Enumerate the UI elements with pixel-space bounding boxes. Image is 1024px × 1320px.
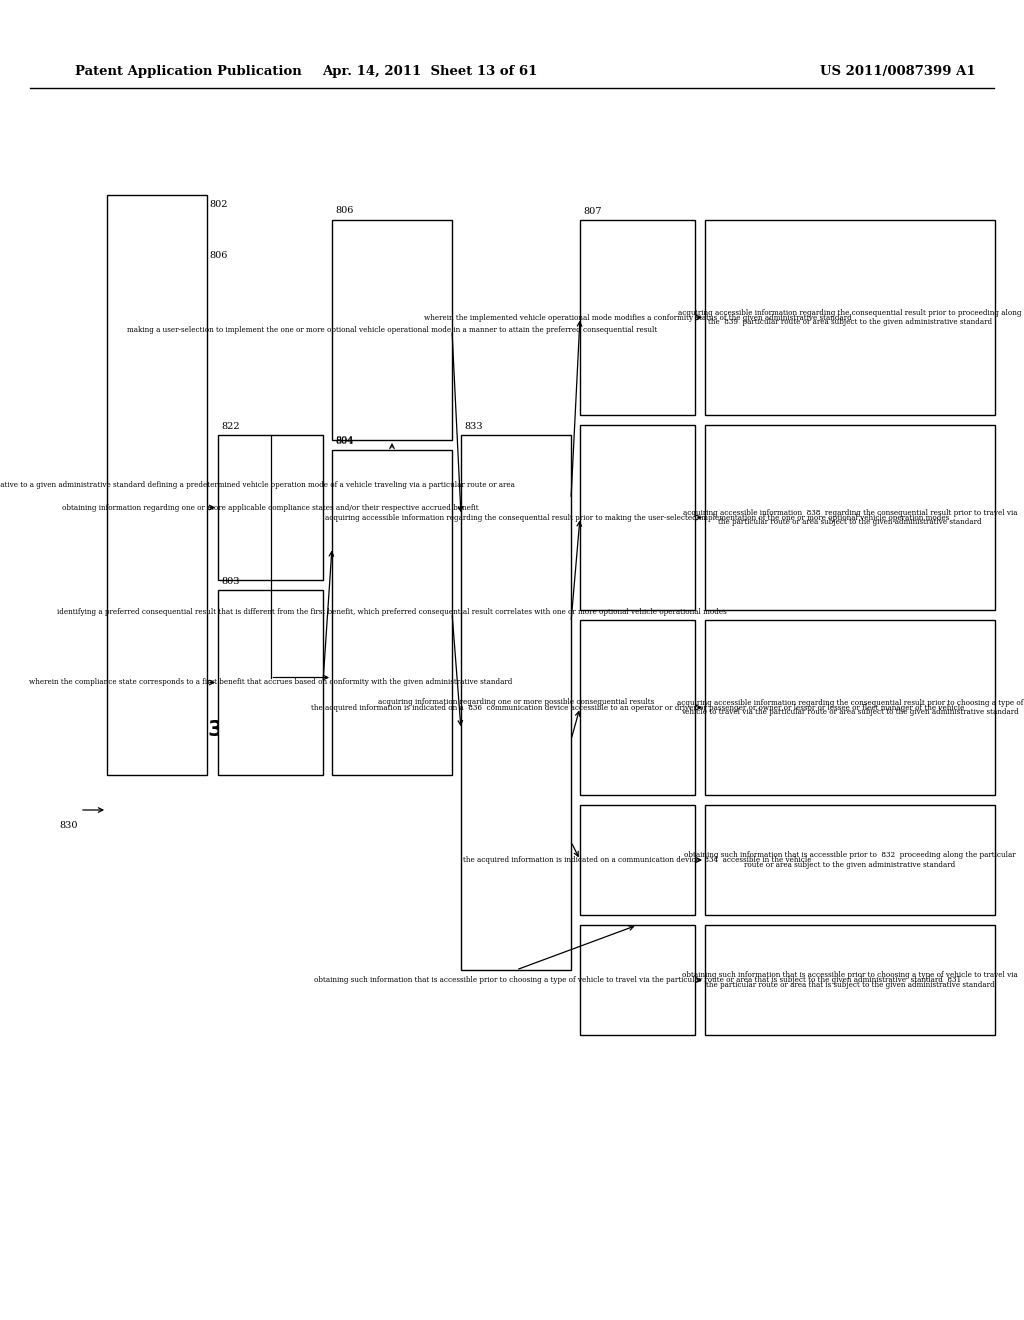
Text: 807: 807 (583, 207, 601, 216)
Bar (218, 590, 323, 775)
Bar (332, 450, 452, 775)
Bar (705, 425, 995, 610)
Text: 806: 806 (335, 206, 353, 215)
Text: 822: 822 (221, 422, 240, 432)
Text: acquiring information regarding one or more possible consequential results: acquiring information regarding one or m… (378, 698, 654, 706)
Bar (580, 620, 695, 795)
Text: Patent Application Publication: Patent Application Publication (75, 66, 302, 78)
Text: obtaining information regarding a compliance state relative to a given administr: obtaining information regarding a compli… (0, 480, 514, 488)
Text: 802: 802 (209, 201, 227, 209)
Text: US 2011/0087399 A1: US 2011/0087399 A1 (820, 66, 976, 78)
Bar (705, 925, 995, 1035)
Text: wherein the compliance state corresponds to a first benefit that accrues based o: wherein the compliance state corresponds… (29, 678, 512, 686)
Bar (106, 195, 207, 775)
Bar (705, 805, 995, 915)
Bar (705, 620, 995, 795)
Text: identifying a preferred consequential result that is different from the first be: identifying a preferred consequential re… (57, 609, 727, 616)
Text: Apr. 14, 2011  Sheet 13 of 61: Apr. 14, 2011 Sheet 13 of 61 (323, 66, 538, 78)
Text: 803: 803 (221, 577, 240, 586)
Text: obtaining such information that is accessible prior to choosing a type of vehicl: obtaining such information that is acces… (314, 975, 962, 983)
Bar (705, 220, 995, 414)
Bar (580, 925, 695, 1035)
Bar (461, 436, 571, 970)
Bar (332, 220, 452, 440)
Bar (580, 220, 695, 414)
Text: FIG. 13: FIG. 13 (135, 719, 223, 741)
Text: acquiring accessible information regarding the consequential result prior to mak: acquiring accessible information regardi… (326, 513, 949, 521)
Text: 833: 833 (464, 422, 482, 432)
Text: the acquired information is indicated on a communication device  834  accessible: the acquired information is indicated on… (463, 855, 812, 865)
Text: 806: 806 (209, 251, 227, 260)
Text: obtaining such information that is accessible prior to choosing a type of vehicl: obtaining such information that is acces… (682, 972, 1018, 989)
Text: 804: 804 (335, 437, 353, 446)
Bar (580, 425, 695, 610)
Text: the acquired information is indicated on a  836  communication device accessible: the acquired information is indicated on… (311, 704, 965, 711)
Text: making a user-selection to implement the one or more optional vehicle operationa: making a user-selection to implement the… (127, 326, 657, 334)
Text: obtaining information regarding one or more applicable compliance states and/or : obtaining information regarding one or m… (62, 503, 479, 511)
Text: obtaining such information that is accessible prior to  832  proceeding along th: obtaining such information that is acces… (684, 851, 1016, 869)
Text: acquiring accessible information regarding the consequential result prior to pro: acquiring accessible information regardi… (678, 309, 1022, 326)
Text: wherein the implemented vehicle operational mode modifies a conformity status of: wherein the implemented vehicle operatio… (424, 314, 851, 322)
Text: 830: 830 (59, 821, 78, 830)
Bar (218, 436, 323, 579)
Text: acquiring accessible information regarding the consequential result prior to cho: acquiring accessible information regardi… (677, 698, 1023, 715)
Text: acquiring accessible information  838  regarding the consequential result prior : acquiring accessible information 838 reg… (683, 510, 1017, 527)
Bar (580, 805, 695, 915)
Text: 804: 804 (335, 436, 353, 445)
